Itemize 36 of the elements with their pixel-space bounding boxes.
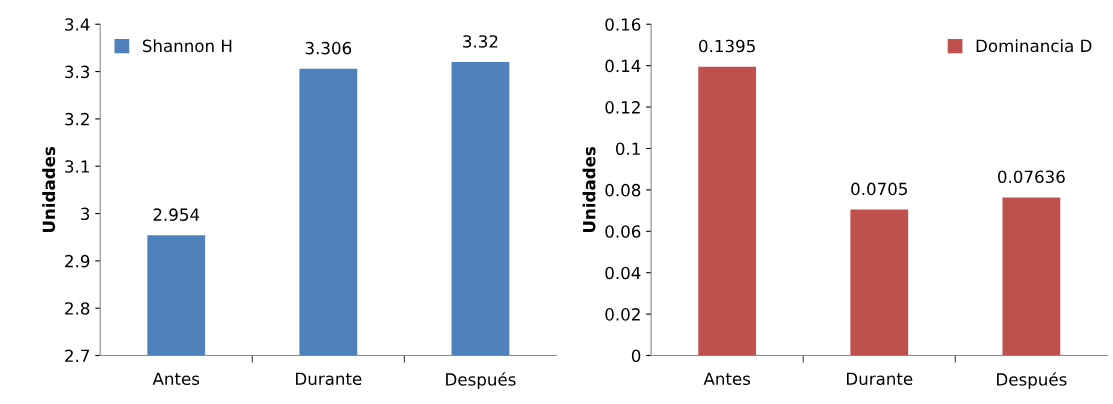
y-tick-label: 0.16	[605, 18, 641, 31]
data-label: 3.32	[463, 35, 498, 48]
data-label: 0.0705	[851, 182, 907, 196]
y-tick-label: 0.04	[605, 266, 641, 280]
x-tick-label: Antes	[152, 372, 200, 386]
x-tick-label: Durante	[296, 372, 362, 386]
y-tick-label: 2.7	[65, 349, 90, 362]
y-tick-label: 3.2	[65, 112, 89, 126]
data-label: 3.306	[305, 41, 352, 55]
y-tick-label: 3.3	[65, 65, 90, 79]
data-label: 0.1395	[699, 39, 755, 53]
y-tick-label: 3	[81, 207, 90, 221]
data-label: 0.07636	[998, 170, 1065, 184]
y-tick-label: 2.8	[65, 302, 90, 315]
y-tick-label: 0.08	[605, 183, 641, 197]
bar	[850, 209, 909, 356]
y-tick-label: 0.1	[615, 142, 640, 156]
y-axis-title: Unidades	[582, 146, 596, 233]
y-tick-label: 0.12	[605, 101, 640, 114]
y-tick-label: 2.9	[65, 254, 90, 268]
y-tick-label: 0.02	[605, 308, 640, 321]
y-tick-label: 0.14	[605, 59, 641, 73]
legend-label: Dominancia D	[976, 39, 1092, 53]
y-tick-label: 3.4	[65, 18, 90, 31]
bar	[1002, 197, 1061, 356]
y-axis-title: Unidades	[42, 146, 56, 233]
x-tick-label: Durante	[847, 372, 913, 386]
data-label: 2.954	[153, 208, 200, 221]
y-tick-label: 0.06	[605, 225, 641, 238]
y-tick-label: 3.1	[65, 160, 89, 173]
x-tick-label: Antes	[703, 372, 751, 386]
y-tick-label: 0	[631, 349, 641, 363]
x-tick-label: Después	[997, 372, 1067, 389]
bar	[698, 66, 757, 356]
legend-label: Shannon H	[142, 39, 232, 53]
x-tick-label: Después	[446, 372, 516, 389]
